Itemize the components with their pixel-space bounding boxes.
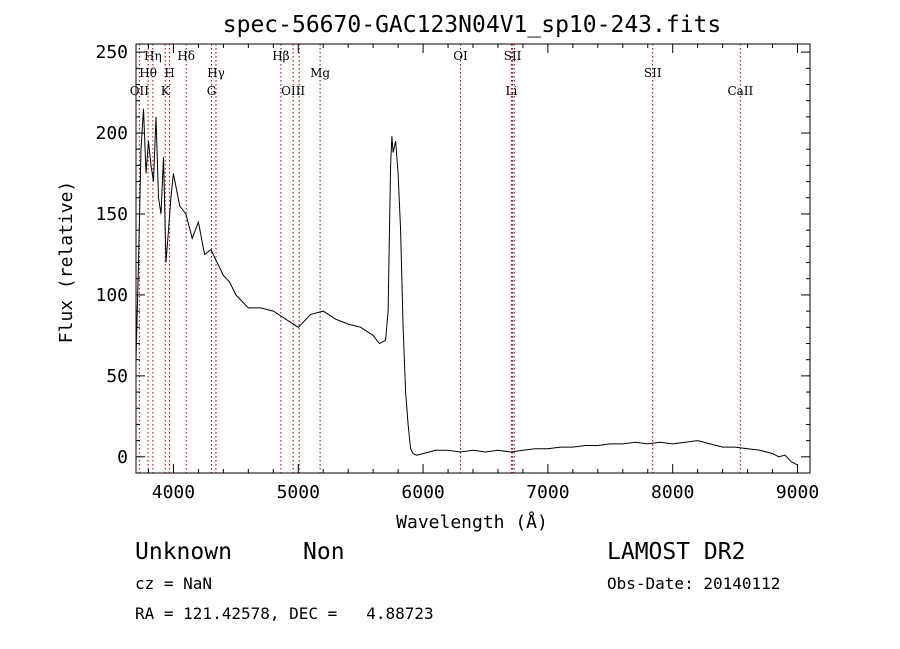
x-tick-label: 9000 xyxy=(776,482,819,503)
line-label: OI xyxy=(453,49,468,63)
y-tick-label: 0 xyxy=(117,447,128,468)
line-label: Hθ xyxy=(139,66,157,80)
line-label: Hη xyxy=(144,49,162,63)
y-tick-label: 250 xyxy=(95,42,128,63)
x-tick-label: 8000 xyxy=(651,482,694,503)
subclass-label: Non xyxy=(303,539,345,565)
line-label: Mg xyxy=(310,66,330,80)
y-axis-ticks: 0 50 100 150 200 250 xyxy=(95,42,810,474)
y-tick-label: 50 xyxy=(106,366,128,387)
line-label: Hγ xyxy=(207,66,225,80)
line-label: CaII xyxy=(727,84,753,98)
survey-label: LAMOST DR2 xyxy=(607,539,746,565)
x-tick-label: 7000 xyxy=(526,482,569,503)
x-axis-ticks: 4000 5000 6000 7000 8000 9000 xyxy=(147,44,819,503)
line-label: SII xyxy=(644,66,662,80)
spectrum-line xyxy=(135,108,798,466)
y-tick-label: 150 xyxy=(95,204,128,225)
y-tick-label: 100 xyxy=(95,285,128,306)
x-tick-label: 4000 xyxy=(152,482,195,503)
ra-dec: RA = 121.42578, DEC = 4.88723 xyxy=(135,604,434,623)
y-axis-label: Flux (relative) xyxy=(56,181,77,344)
line-label: OIII xyxy=(281,84,305,98)
line-label: SII xyxy=(504,49,522,63)
x-tick-label: 6000 xyxy=(401,482,444,503)
line-label: OII xyxy=(130,84,150,98)
x-axis-label: Wavelength (Å) xyxy=(396,511,548,533)
plot-frame xyxy=(135,43,811,474)
y-tick-label: 200 xyxy=(95,123,128,144)
line-label: G xyxy=(207,84,217,98)
x-tick-label: 5000 xyxy=(277,482,320,503)
class-label: Unknown xyxy=(135,539,232,565)
emission-line-markers xyxy=(138,44,741,473)
chart-title: spec-56670-GAC123N04V1_sp10-243.fits xyxy=(223,12,722,38)
obs-date: Obs-Date: 20140112 xyxy=(607,574,781,593)
line-label: K xyxy=(161,84,171,98)
line-label: H xyxy=(164,66,174,80)
line-label: Li xyxy=(506,84,518,98)
cz-value: cz = NaN xyxy=(135,574,213,593)
line-label: Hδ xyxy=(177,49,195,63)
line-label: Hβ xyxy=(272,49,289,63)
